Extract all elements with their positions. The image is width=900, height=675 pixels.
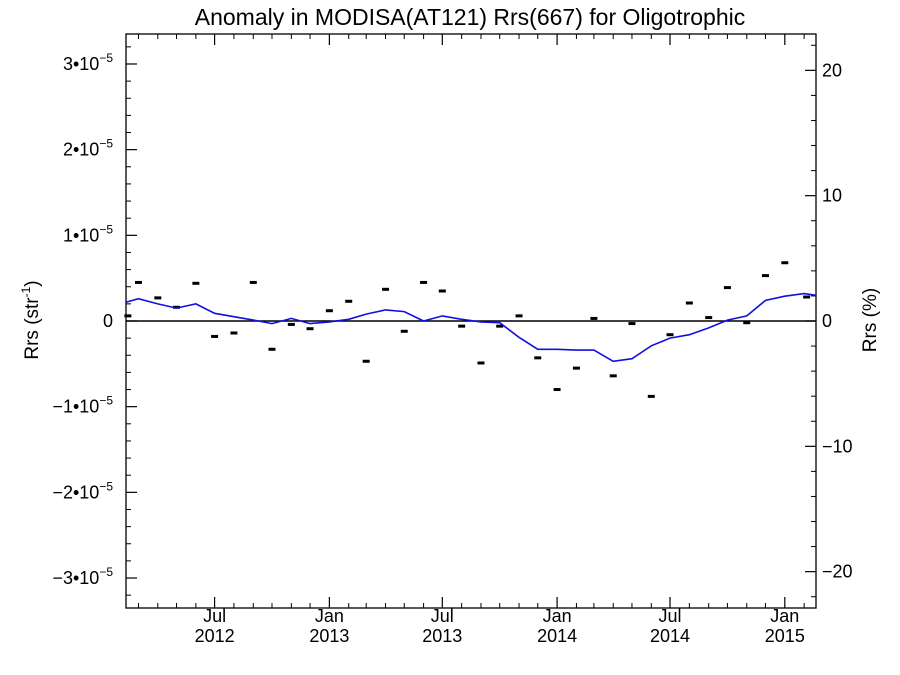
monthly-anomaly-marker xyxy=(362,359,370,363)
monthly-anomaly-marker xyxy=(553,388,561,392)
left-tick-mantissa: 1•10 xyxy=(63,225,99,245)
x-tick-month: Jan xyxy=(543,606,572,626)
left-tick-label: −1•10−5 xyxy=(52,394,113,417)
right-tick-label: 20 xyxy=(822,60,842,80)
left-tick-label: 0 xyxy=(103,311,113,331)
right-tick-label: 0 xyxy=(822,311,832,331)
monthly-anomaly-marker xyxy=(230,331,238,335)
monthly-anomaly-marker xyxy=(803,295,811,299)
left-tick-mantissa: −3•10 xyxy=(52,568,99,588)
monthly-anomaly-marker xyxy=(134,280,142,284)
monthly-anomaly-marker xyxy=(534,356,542,360)
monthly-anomaly-marker xyxy=(249,280,257,284)
monthly-anomaly-marker xyxy=(515,314,523,318)
monthly-anomaly-marker xyxy=(438,289,446,293)
left-tick-mantissa: −2•10 xyxy=(52,482,99,502)
left-tick-label: 1•10−5 xyxy=(63,222,113,245)
left-tick-exponent: −5 xyxy=(99,479,113,493)
monthly-anomaly-marker xyxy=(400,329,408,333)
monthly-anomaly-marker xyxy=(723,286,731,290)
monthly-anomaly-marker xyxy=(628,322,636,326)
x-tick-month: Jul xyxy=(203,606,226,626)
monthly-anomaly-marker xyxy=(192,281,200,285)
left-tick-mantissa: 0 xyxy=(103,311,113,331)
left-tick-label: −2•10−5 xyxy=(52,479,113,502)
x-tick-month: Jan xyxy=(315,606,344,626)
series-group xyxy=(124,261,817,398)
x-tick-month: Jan xyxy=(770,606,799,626)
monthly-anomaly-marker xyxy=(761,274,769,278)
left-tick-exponent: −5 xyxy=(99,51,113,65)
x-tick-year: 2012 xyxy=(195,626,235,646)
x-tick-year: 2013 xyxy=(422,626,462,646)
left-axis-label-base: Rrs (str xyxy=(22,297,43,360)
left-tick-exponent: −5 xyxy=(99,394,113,408)
right-tick-label: −20 xyxy=(822,562,853,582)
left-tick-exponent: −5 xyxy=(99,565,113,579)
left-axis-label-sup: -1 xyxy=(19,286,33,297)
left-tick-label: −3•10−5 xyxy=(52,565,113,588)
left-tick-exponent: −5 xyxy=(99,222,113,236)
left-tick-mantissa: −1•10 xyxy=(52,397,99,417)
left-tick-mantissa: 2•10 xyxy=(63,140,99,160)
left-axis: −3•10−5−2•10−5−1•10−501•10−52•10−53•10−5 xyxy=(52,46,137,596)
monthly-anomaly-marker xyxy=(211,334,219,338)
monthly-anomaly-marker xyxy=(306,327,314,331)
x-tick-year: 2013 xyxy=(309,626,349,646)
monthly-anomaly-marker xyxy=(572,366,580,370)
x-axis: Jul2012Jan2013Jul2013Jan2014Jul2014Jan20… xyxy=(137,34,805,646)
chart-title: Anomaly in MODISA(AT121) Rrs(667) for Ol… xyxy=(195,4,745,30)
monthly-anomaly-marker xyxy=(268,347,276,351)
left-tick-label: 3•10−5 xyxy=(63,51,113,74)
x-tick-year: 2014 xyxy=(650,626,690,646)
monthly-anomaly-marker xyxy=(382,287,390,291)
left-tick-label: 2•10−5 xyxy=(63,137,113,160)
monthly-anomaly-marker xyxy=(345,299,353,303)
x-tick-year: 2015 xyxy=(765,626,805,646)
x-tick-month: Jul xyxy=(659,606,682,626)
monthly-anomaly-marker xyxy=(685,301,693,305)
monthly-anomaly-marker xyxy=(496,324,504,328)
left-tick-mantissa: 3•10 xyxy=(63,54,99,74)
monthly-anomaly-marker xyxy=(743,321,751,325)
monthly-anomaly-marker xyxy=(477,361,485,365)
x-tick-year: 2014 xyxy=(537,626,577,646)
monthly-anomaly-marker xyxy=(154,296,162,300)
monthly-anomaly-marker xyxy=(781,261,789,265)
right-axis: −20 −10 0 10 20 xyxy=(805,44,853,598)
x-tick-month: Jul xyxy=(431,606,454,626)
monthly-anomaly-marker xyxy=(609,374,617,378)
left-tick-exponent: −5 xyxy=(99,137,113,151)
monthly-anomaly-marker xyxy=(647,394,655,398)
smoothed-anomaly-line xyxy=(125,292,817,363)
monthly-anomaly-marker xyxy=(287,322,295,326)
monthly-anomaly-marker xyxy=(458,324,466,328)
monthly-anomaly-marker xyxy=(124,314,132,318)
monthly-anomaly-marker xyxy=(420,280,428,284)
right-tick-label: −10 xyxy=(822,436,853,456)
left-axis-label: Rrs (str-1) xyxy=(19,280,43,359)
right-axis-label: Rrs (%) xyxy=(860,288,881,352)
monthly-anomaly-marker xyxy=(590,316,598,320)
monthly-anomaly-marker xyxy=(705,316,713,320)
monthly-anomaly-marker xyxy=(666,333,674,337)
left-axis-label-close: ) xyxy=(22,280,43,286)
monthly-anomaly-marker xyxy=(325,309,333,313)
right-tick-label: 10 xyxy=(822,186,842,206)
